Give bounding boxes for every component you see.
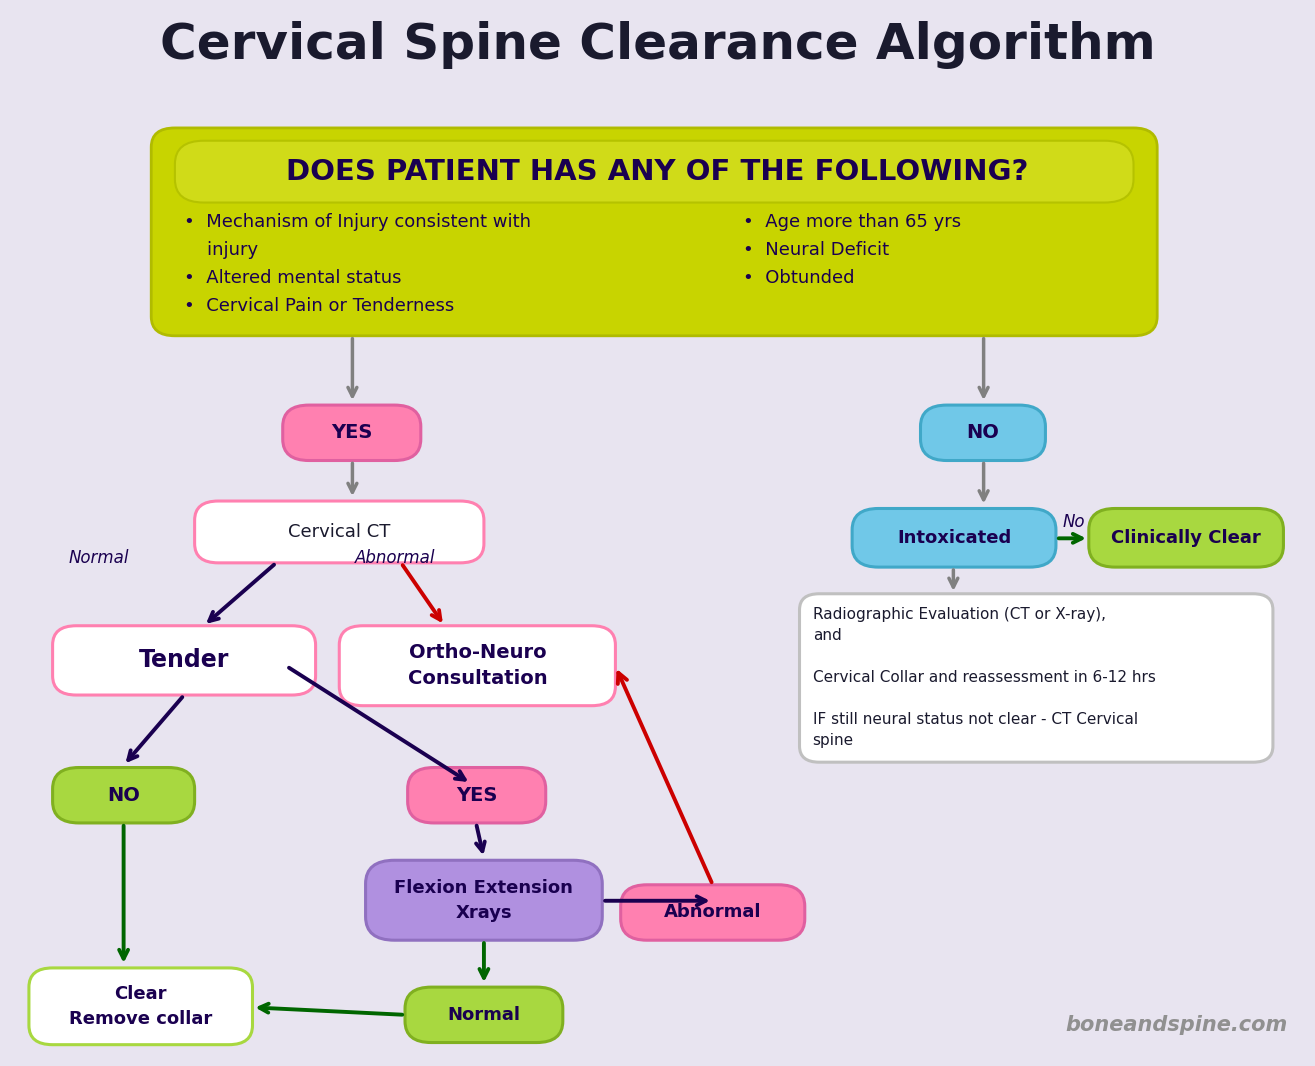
Text: Radiographic Evaluation (CT or X-ray),
and

Cervical Collar and reassessment in : Radiographic Evaluation (CT or X-ray), a… [813, 608, 1156, 748]
FancyBboxPatch shape [800, 594, 1273, 762]
Text: DOES PATIENT HAS ANY OF THE FOLLOWING?: DOES PATIENT HAS ANY OF THE FOLLOWING? [287, 158, 1028, 185]
Text: Abnormal: Abnormal [664, 904, 761, 921]
FancyBboxPatch shape [339, 626, 615, 706]
FancyBboxPatch shape [29, 968, 252, 1045]
FancyBboxPatch shape [920, 405, 1045, 461]
FancyBboxPatch shape [195, 501, 484, 563]
Text: Normal: Normal [68, 549, 129, 567]
Text: No: No [1063, 514, 1085, 531]
FancyBboxPatch shape [852, 508, 1056, 567]
Text: NO: NO [967, 423, 999, 442]
Text: Intoxicated: Intoxicated [897, 529, 1011, 547]
Text: boneandspine.com: boneandspine.com [1065, 1016, 1287, 1035]
FancyBboxPatch shape [175, 141, 1134, 203]
Text: Tender: Tender [139, 648, 229, 673]
Text: •  Age more than 65 yrs
•  Neural Deficit
•  Obtunded: • Age more than 65 yrs • Neural Deficit … [743, 213, 961, 287]
FancyBboxPatch shape [1089, 508, 1283, 567]
FancyBboxPatch shape [408, 768, 546, 823]
Text: YES: YES [331, 423, 372, 442]
FancyBboxPatch shape [283, 405, 421, 461]
FancyBboxPatch shape [621, 885, 805, 940]
Text: Abnormal: Abnormal [355, 549, 435, 567]
FancyBboxPatch shape [53, 626, 316, 695]
Text: YES: YES [456, 786, 497, 805]
Text: Cervical CT: Cervical CT [288, 523, 391, 540]
Text: Cervical Spine Clearance Algorithm: Cervical Spine Clearance Algorithm [159, 20, 1156, 69]
Text: Ortho-Neuro
Consultation: Ortho-Neuro Consultation [408, 643, 547, 689]
FancyBboxPatch shape [151, 128, 1157, 336]
Text: Normal: Normal [447, 1006, 521, 1023]
Text: Clear
Remove collar: Clear Remove collar [70, 985, 212, 1028]
Text: NO: NO [107, 786, 139, 805]
FancyBboxPatch shape [53, 768, 195, 823]
Text: •  Mechanism of Injury consistent with
    injury
•  Altered mental status
•  Ce: • Mechanism of Injury consistent with in… [184, 213, 531, 314]
FancyBboxPatch shape [366, 860, 602, 940]
Text: Flexion Extension
Xrays: Flexion Extension Xrays [394, 878, 573, 922]
Text: Clinically Clear: Clinically Clear [1111, 529, 1261, 547]
FancyBboxPatch shape [405, 987, 563, 1043]
